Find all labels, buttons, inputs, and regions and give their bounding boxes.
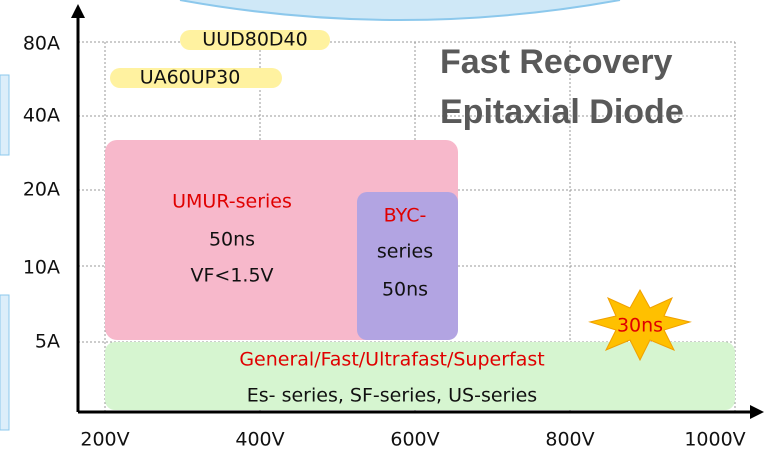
y-label: 80A bbox=[23, 33, 60, 55]
region-title: BYC- bbox=[384, 205, 427, 227]
y-label: 10A bbox=[23, 257, 60, 279]
region-text: 50ns bbox=[382, 279, 428, 301]
x-label: 800V bbox=[545, 429, 594, 451]
highlight bbox=[110, 68, 282, 88]
title: Epitaxial Diode bbox=[440, 93, 684, 131]
region-title: General/Fast/Ultrafast/Superfast bbox=[239, 349, 544, 371]
x-label: 400V bbox=[235, 429, 284, 451]
starburst bbox=[588, 288, 692, 362]
decor-box bbox=[0, 294, 10, 431]
region-text: 50ns bbox=[209, 229, 255, 251]
part-label: UA60UP30 bbox=[140, 67, 241, 89]
region-text: series bbox=[377, 241, 433, 263]
region-title: UMUR-series bbox=[172, 191, 292, 213]
title: Fast Recovery bbox=[440, 43, 673, 81]
y-label: 40A bbox=[23, 105, 60, 127]
region-text: Es- series, SF-series, US-series bbox=[247, 385, 537, 407]
decor-curve bbox=[179, 0, 621, 21]
x-label: 1000V bbox=[684, 429, 745, 451]
x-label: 200V bbox=[80, 429, 129, 451]
arrow bbox=[750, 405, 764, 419]
arrow bbox=[71, 4, 85, 18]
badge: 30ns bbox=[617, 315, 663, 337]
decor-box bbox=[0, 74, 10, 156]
y-label: 20A bbox=[23, 179, 60, 201]
region-text: VF<1.5V bbox=[190, 265, 273, 287]
x-label: 600V bbox=[390, 429, 439, 451]
y-label: 5A bbox=[35, 331, 60, 353]
highlight bbox=[180, 30, 330, 50]
general-region bbox=[105, 342, 735, 410]
part-label: UUD80D40 bbox=[202, 29, 307, 51]
byc-region bbox=[357, 192, 458, 340]
